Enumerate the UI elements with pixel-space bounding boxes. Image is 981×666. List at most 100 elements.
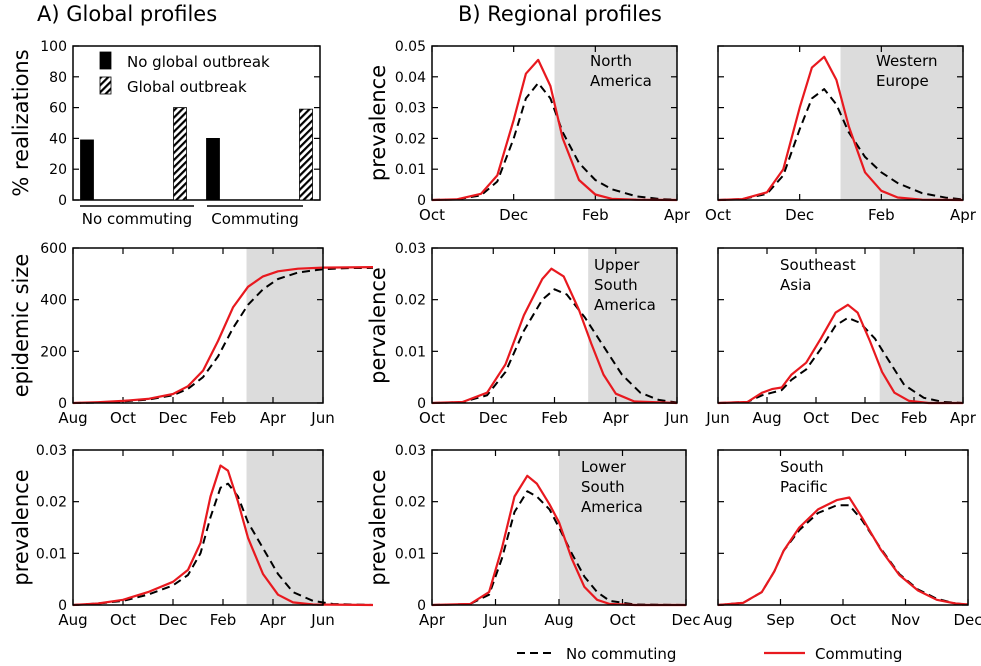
x-tick-label: Sep xyxy=(766,611,794,629)
y-axis-label: pervalence xyxy=(366,267,390,384)
panel-6: Jun Aug Oct Dec Feb Apr Southeast Asia xyxy=(705,247,977,427)
y-axis-label: prevalence xyxy=(9,469,33,585)
y-tick-label: 0.02 xyxy=(395,131,426,147)
plot-frame xyxy=(72,45,321,201)
bar xyxy=(206,137,220,201)
region-label: Europe xyxy=(876,72,929,90)
region-label: Lower xyxy=(581,458,627,476)
x-tick-label: Jun xyxy=(310,409,334,427)
region-label: South xyxy=(594,276,638,294)
region-label: America xyxy=(581,498,643,516)
plot-frame xyxy=(431,449,687,606)
plot-frame xyxy=(431,247,678,404)
series-commuting xyxy=(717,303,963,405)
y-tick-label: 0.03 xyxy=(395,101,426,117)
series-no-commuting xyxy=(431,490,687,606)
season-shade xyxy=(246,248,323,403)
y-tick-label: 0.04 xyxy=(395,70,426,86)
region-label: America xyxy=(594,296,656,314)
y-tick-label: 0 xyxy=(58,193,67,209)
x-tick-label: Oct xyxy=(705,206,731,224)
season-shade xyxy=(246,450,323,605)
plot-frame xyxy=(717,449,969,606)
x-tick-label: Oct xyxy=(419,206,445,224)
x-tick-label: Feb xyxy=(210,409,237,427)
bar xyxy=(299,108,313,201)
series-no-commuting xyxy=(72,482,374,606)
x-tick-label: Oct xyxy=(610,611,636,629)
y-tick-label: 0 xyxy=(58,396,67,412)
series-commuting xyxy=(431,474,686,607)
y-tick-label: 400 xyxy=(40,293,67,309)
x-tick-label: Nov xyxy=(891,611,920,629)
x-tick-label: Oct xyxy=(419,409,445,427)
panel-3: Oct Dec Feb Apr 0 0.01 0.02 0.03 0.04 0.05 North Am… xyxy=(366,39,691,224)
legend-label: Global outbreak xyxy=(127,78,247,96)
series-no-commuting xyxy=(431,82,678,201)
global-profiles-title: A) Global profiles xyxy=(37,2,218,26)
bar xyxy=(80,139,94,201)
group-label: Commuting xyxy=(211,210,298,228)
y-tick-label: 0.01 xyxy=(395,546,426,562)
y-tick-label: 0.01 xyxy=(395,344,426,360)
region-label: Asia xyxy=(780,276,811,294)
panel-7: Apr Jun Aug Oct Dec 0 0.01 0.02 0.03 Lower South Am… xyxy=(366,443,701,629)
y-tick-label: 0.01 xyxy=(395,162,426,178)
x-tick-label: Aug xyxy=(544,611,573,629)
legend-label: No global outbreak xyxy=(127,53,270,71)
y-tick-label: 80 xyxy=(49,70,67,86)
x-tick-label: Dec xyxy=(785,206,814,224)
x-tick-label: Apr xyxy=(664,206,691,224)
y-tick-label: 0.03 xyxy=(36,443,67,459)
series-commuting xyxy=(717,496,969,607)
plot-frame xyxy=(72,449,324,606)
x-tick-label: Dec xyxy=(499,206,528,224)
x-tick-label: Apr xyxy=(950,206,977,224)
x-tick-label: Jun xyxy=(310,611,334,629)
x-tick-label: Dec xyxy=(479,409,508,427)
x-tick-label: Aug xyxy=(703,611,732,629)
series-commuting xyxy=(72,464,374,607)
x-tick-label: Feb xyxy=(210,611,237,629)
x-tick-label: Apr xyxy=(603,409,630,427)
series-no-commuting xyxy=(72,266,374,404)
legend-label-no-commuting: No commuting xyxy=(566,645,676,663)
panel-global-realizations: 0 20 40 60 80 100 No commuting Commuting No glob… xyxy=(9,39,321,228)
y-tick-label: 0 xyxy=(417,193,426,209)
y-tick-label: 0 xyxy=(417,396,426,412)
panel-1: Aug Oct Dec Feb Apr Jun 0 200 400 600 epidemic siz… xyxy=(9,241,374,427)
y-axis-label: epidemic size xyxy=(9,254,33,398)
x-tick-label: Feb xyxy=(901,409,928,427)
x-tick-label: Jun xyxy=(664,409,688,427)
x-tick-label: Dec xyxy=(158,409,187,427)
legend-swatch xyxy=(99,51,112,70)
x-tick-label: Oct xyxy=(110,611,136,629)
plot-frame xyxy=(717,247,964,404)
figure-legend: No commuting Commuting xyxy=(517,645,902,663)
y-axis-label: % realizations xyxy=(9,49,33,196)
series-no-commuting xyxy=(717,316,964,404)
y-tick-label: 0.03 xyxy=(395,443,426,459)
x-tick-label: Feb xyxy=(541,409,568,427)
group-label: No commuting xyxy=(82,210,192,228)
bar xyxy=(173,107,187,201)
x-tick-label: Feb xyxy=(582,206,609,224)
season-shade xyxy=(879,248,963,403)
region-label: Western xyxy=(876,52,938,70)
x-tick-label: Oct xyxy=(110,409,136,427)
region-label: North xyxy=(590,52,632,70)
series-commuting xyxy=(431,267,678,405)
x-tick-label: Apr xyxy=(950,409,977,427)
series-no-commuting xyxy=(431,288,678,404)
y-tick-label: 0.03 xyxy=(395,241,426,257)
season-shade xyxy=(840,46,963,200)
x-tick-label: Jun xyxy=(483,611,507,629)
y-axis-label: prevalence xyxy=(366,469,390,585)
y-tick-label: 40 xyxy=(49,131,67,147)
x-tick-label: Dec xyxy=(953,611,981,629)
y-tick-label: 100 xyxy=(40,39,67,55)
x-tick-label: Oct xyxy=(830,611,856,629)
panel-2: Aug Oct Dec Feb Apr Jun 0 0.01 0.02 0.03prevalenc… xyxy=(9,443,374,629)
series-commuting xyxy=(431,58,678,202)
